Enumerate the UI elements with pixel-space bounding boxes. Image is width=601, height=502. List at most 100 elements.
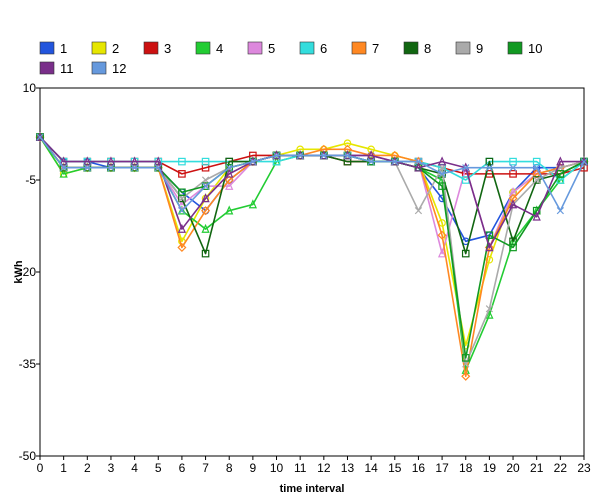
legend-label: 7 bbox=[372, 41, 379, 56]
legend-swatch bbox=[91, 41, 107, 55]
y-tick-label: -5 bbox=[25, 173, 36, 187]
data-point bbox=[414, 157, 423, 166]
data-point bbox=[532, 176, 541, 184]
data-point bbox=[178, 170, 186, 178]
data-point bbox=[414, 207, 423, 215]
data-point bbox=[508, 199, 518, 209]
data-point bbox=[509, 243, 517, 252]
data-point bbox=[59, 156, 68, 166]
data-point bbox=[438, 170, 446, 178]
x-tick-label: 1 bbox=[60, 461, 67, 475]
legend-swatch bbox=[507, 41, 523, 55]
legend-item-2: 2 bbox=[91, 41, 119, 56]
data-point bbox=[178, 207, 186, 215]
legend-label: 11 bbox=[60, 61, 74, 76]
x-tick-label: 9 bbox=[250, 461, 257, 475]
data-point bbox=[225, 168, 234, 178]
x-tick-label: 17 bbox=[435, 461, 449, 475]
legend-swatch bbox=[403, 41, 419, 55]
data-point bbox=[272, 151, 281, 160]
data-point bbox=[225, 205, 234, 215]
data-point bbox=[461, 249, 470, 258]
data-point bbox=[35, 131, 45, 141]
legend-swatch bbox=[351, 41, 367, 55]
data-point bbox=[177, 205, 187, 215]
data-point bbox=[225, 164, 233, 172]
x-tick-label: 14 bbox=[364, 461, 378, 475]
legend-item-6: 6 bbox=[299, 41, 327, 56]
data-point bbox=[461, 354, 470, 362]
x-tick-label: 0 bbox=[37, 461, 44, 475]
data-point bbox=[437, 156, 447, 166]
data-point bbox=[533, 176, 541, 184]
x-tick-label: 20 bbox=[506, 461, 520, 475]
data-point bbox=[509, 170, 517, 178]
y-tick-label: -50 bbox=[19, 449, 37, 463]
legend-item-10: 10 bbox=[507, 41, 542, 56]
data-point bbox=[485, 157, 494, 166]
data-point bbox=[485, 242, 494, 252]
legend-label: 9 bbox=[476, 41, 483, 56]
x-tick-label: 7 bbox=[202, 461, 209, 475]
legend-swatch bbox=[247, 41, 263, 55]
x-tick-label: 8 bbox=[226, 461, 233, 475]
legend-label: 4 bbox=[216, 41, 223, 56]
data-point bbox=[509, 157, 517, 166]
legend-label: 1 bbox=[60, 41, 67, 56]
series-layer bbox=[35, 131, 589, 381]
x-tick-label: 15 bbox=[388, 461, 402, 475]
data-point bbox=[391, 157, 399, 166]
data-point bbox=[177, 223, 187, 233]
data-point bbox=[130, 156, 139, 166]
x-tick-label: 21 bbox=[530, 461, 544, 475]
x-tick-label: 3 bbox=[108, 461, 115, 475]
data-point bbox=[367, 157, 375, 166]
data-point bbox=[438, 164, 446, 172]
axes: 0 1 2 3 4 5 6 7 8 9 10 11 12 13 14 15 16 17 18 19 20 21 22 2310… bbox=[19, 81, 591, 475]
data-point bbox=[83, 164, 91, 172]
data-point bbox=[532, 157, 541, 166]
data-point bbox=[556, 170, 565, 178]
data-point bbox=[580, 157, 588, 166]
data-point bbox=[532, 211, 541, 221]
series-12 bbox=[36, 133, 588, 215]
x-axis-label: time interval bbox=[280, 483, 345, 495]
legend-item-5: 5 bbox=[247, 41, 275, 56]
x-tick-label: 6 bbox=[179, 461, 186, 475]
legend-swatch bbox=[39, 61, 55, 75]
data-point bbox=[177, 242, 187, 253]
data-point bbox=[296, 151, 304, 160]
data-point bbox=[462, 164, 470, 172]
y-tick-label: -35 bbox=[19, 357, 37, 371]
data-point bbox=[509, 164, 517, 172]
y-axis-label: kWh bbox=[13, 260, 25, 284]
x-tick-label: 5 bbox=[155, 461, 162, 475]
data-point bbox=[533, 164, 541, 172]
legend-swatch bbox=[39, 41, 55, 55]
data-point bbox=[366, 150, 376, 160]
x-tick-label: 13 bbox=[341, 461, 355, 475]
y-tick-label: -20 bbox=[19, 265, 37, 279]
data-point bbox=[60, 164, 68, 172]
x-tick-label: 10 bbox=[270, 461, 284, 475]
legend-swatch bbox=[195, 41, 211, 55]
data-point bbox=[248, 199, 258, 209]
x-tick-label: 22 bbox=[554, 461, 568, 475]
legend-swatch bbox=[91, 61, 107, 75]
legend-label: 10 bbox=[528, 41, 542, 56]
data-point bbox=[36, 133, 44, 141]
legend-item-4: 4 bbox=[195, 41, 223, 56]
data-point bbox=[201, 193, 210, 203]
data-point bbox=[485, 309, 494, 319]
data-point bbox=[225, 180, 234, 190]
x-tick-label: 16 bbox=[412, 461, 426, 475]
data-point bbox=[579, 156, 589, 166]
data-point bbox=[154, 164, 162, 172]
legend-item-11: 11 bbox=[39, 61, 74, 76]
legend-label: 3 bbox=[164, 41, 171, 56]
legend-item-7: 7 bbox=[351, 41, 379, 56]
x-tick-label: 2 bbox=[84, 461, 91, 475]
x-tick-label: 19 bbox=[483, 461, 497, 475]
